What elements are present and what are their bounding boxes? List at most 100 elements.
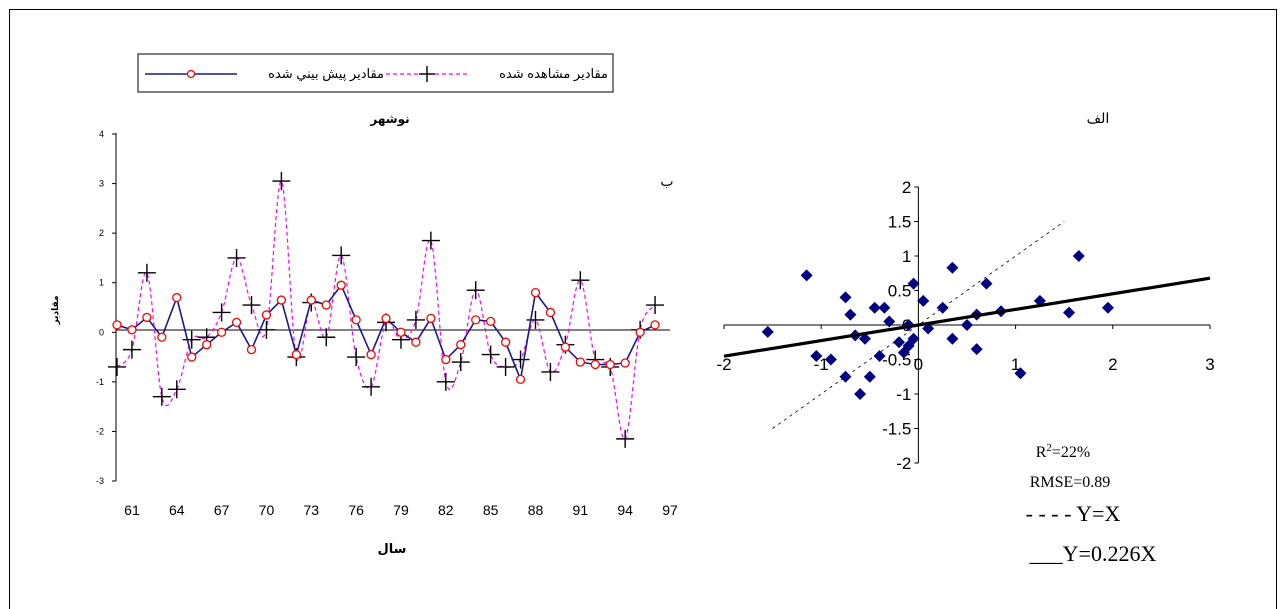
predicted-point — [396, 327, 406, 337]
legend-observed-label: مقادير مشاهده شده — [499, 66, 608, 82]
scatter-point — [863, 370, 876, 383]
y-tick-label: -2 — [96, 426, 104, 436]
x-tick-label: 94 — [617, 502, 633, 518]
scatter-point — [1101, 301, 1114, 314]
regression-line — [723, 276, 1211, 358]
scatter-point — [970, 343, 983, 356]
y-axis-label: مقادير — [50, 295, 61, 325]
scatter-point — [1072, 250, 1085, 262]
observed-point — [242, 296, 261, 315]
predicted-point — [530, 287, 541, 298]
y-tick-label: 4 — [99, 129, 104, 139]
predicted-point — [261, 310, 272, 320]
scatter-point — [854, 388, 867, 400]
x-tick-label: 1 — [1011, 355, 1020, 374]
predicted-point — [590, 359, 600, 370]
observed-point — [526, 310, 545, 329]
predicted-point — [456, 340, 466, 350]
x-tick-label: 0 — [914, 355, 923, 374]
observed-series — [108, 172, 665, 448]
predicted-point — [142, 312, 152, 323]
legend: مقادير پيش بيني شده مقادير مشاهده شده — [137, 53, 614, 93]
x-tick-label: 2 — [1108, 355, 1117, 374]
predicted-point — [471, 315, 481, 325]
scatter-point — [878, 301, 891, 314]
predicted-point — [381, 313, 391, 324]
scatter-point — [810, 350, 823, 363]
y-tick-label: 1 — [902, 247, 911, 266]
observed-point — [272, 172, 291, 191]
predicted-point — [321, 300, 331, 310]
scatter-point — [917, 294, 930, 307]
x-axis-label: سال — [378, 541, 407, 556]
scatter-point — [761, 325, 774, 338]
observed-point — [646, 296, 665, 315]
x-tick-label: 67 — [214, 502, 230, 518]
y-tick-label: 0 — [99, 327, 104, 337]
y-tick-label: -3 — [96, 476, 104, 486]
x-tick-label: 85 — [483, 502, 499, 518]
panel-label-a: الف — [1087, 110, 1110, 126]
predicted-point — [650, 320, 660, 330]
predicted-point — [172, 292, 182, 303]
predicted-point — [187, 352, 197, 362]
scatter-point — [946, 332, 959, 345]
x-tick-label: 3 — [1205, 355, 1214, 374]
legend-box — [137, 53, 614, 93]
predicted-point — [336, 280, 346, 290]
x-ticks: 61 64 67 70 73 76 79 82 85 88 91 94 97 — [124, 502, 678, 518]
legend-predicted-marker — [186, 69, 196, 79]
y-ticks: 4 3 2 1 0 -1 -2 -3 — [96, 129, 116, 486]
x-tick-label: 70 — [259, 502, 275, 518]
scatter-point — [858, 332, 871, 345]
predicted-line — [116, 283, 656, 383]
scatter-point — [839, 370, 852, 383]
predicted-point — [306, 295, 316, 305]
predicted-point — [500, 337, 511, 347]
x-tick-label: 61 — [124, 502, 140, 518]
figure-canvas: مقادير پيش بيني شده مقادير مشاهده شده نو… — [50, 53, 1215, 566]
x-tick-label: 97 — [662, 502, 678, 518]
y-equals-x-legend: - - - - Y=X — [1026, 501, 1121, 526]
scatter-point — [883, 315, 896, 328]
observed-point — [332, 246, 351, 265]
observed-point — [182, 330, 201, 349]
observed-point — [347, 348, 366, 367]
observed-point — [122, 340, 141, 359]
y-tick-label: 2 — [902, 178, 911, 197]
observed-line — [116, 180, 656, 440]
y-tick-label: -1.5 — [882, 420, 911, 439]
predicted-point — [366, 349, 376, 360]
predicted-point — [635, 327, 645, 337]
predicted-point — [351, 315, 361, 325]
observed-point — [571, 271, 590, 290]
predicted-point — [485, 316, 496, 327]
stats-annotation: R2=22% RMSE=0.89 - - - - Y=X ___Y=0.226X — [1026, 442, 1157, 566]
observed-point — [406, 310, 425, 329]
observed-point — [317, 328, 336, 347]
observed-point — [362, 377, 381, 396]
observed-point — [212, 303, 231, 322]
observed-point — [541, 362, 560, 381]
observed-point — [421, 231, 440, 250]
predicted-point — [127, 325, 137, 335]
scatter-point — [1063, 306, 1076, 319]
y-tick-label: -1 — [96, 377, 104, 387]
observed-point — [496, 357, 515, 376]
predicted-point — [605, 359, 615, 370]
predicted-point — [157, 332, 167, 342]
x-tick-label: 64 — [169, 502, 185, 518]
legend-observed-marker — [419, 66, 435, 82]
predicted-point — [560, 342, 571, 352]
fit-line-legend: ___Y=0.226X — [1029, 541, 1157, 566]
legend-predicted-label: مقادير پيش بيني شده — [268, 66, 384, 82]
observed-point — [481, 345, 500, 364]
r-squared-label: R2=22% — [1036, 442, 1091, 461]
x-tick-label: -2 — [716, 355, 731, 374]
x-tick-label: 82 — [438, 502, 454, 518]
y-tick-label: -1 — [896, 385, 911, 404]
scatter-point — [873, 350, 886, 363]
x-tick-label: 79 — [393, 502, 409, 518]
figure-frame — [9, 9, 1277, 609]
